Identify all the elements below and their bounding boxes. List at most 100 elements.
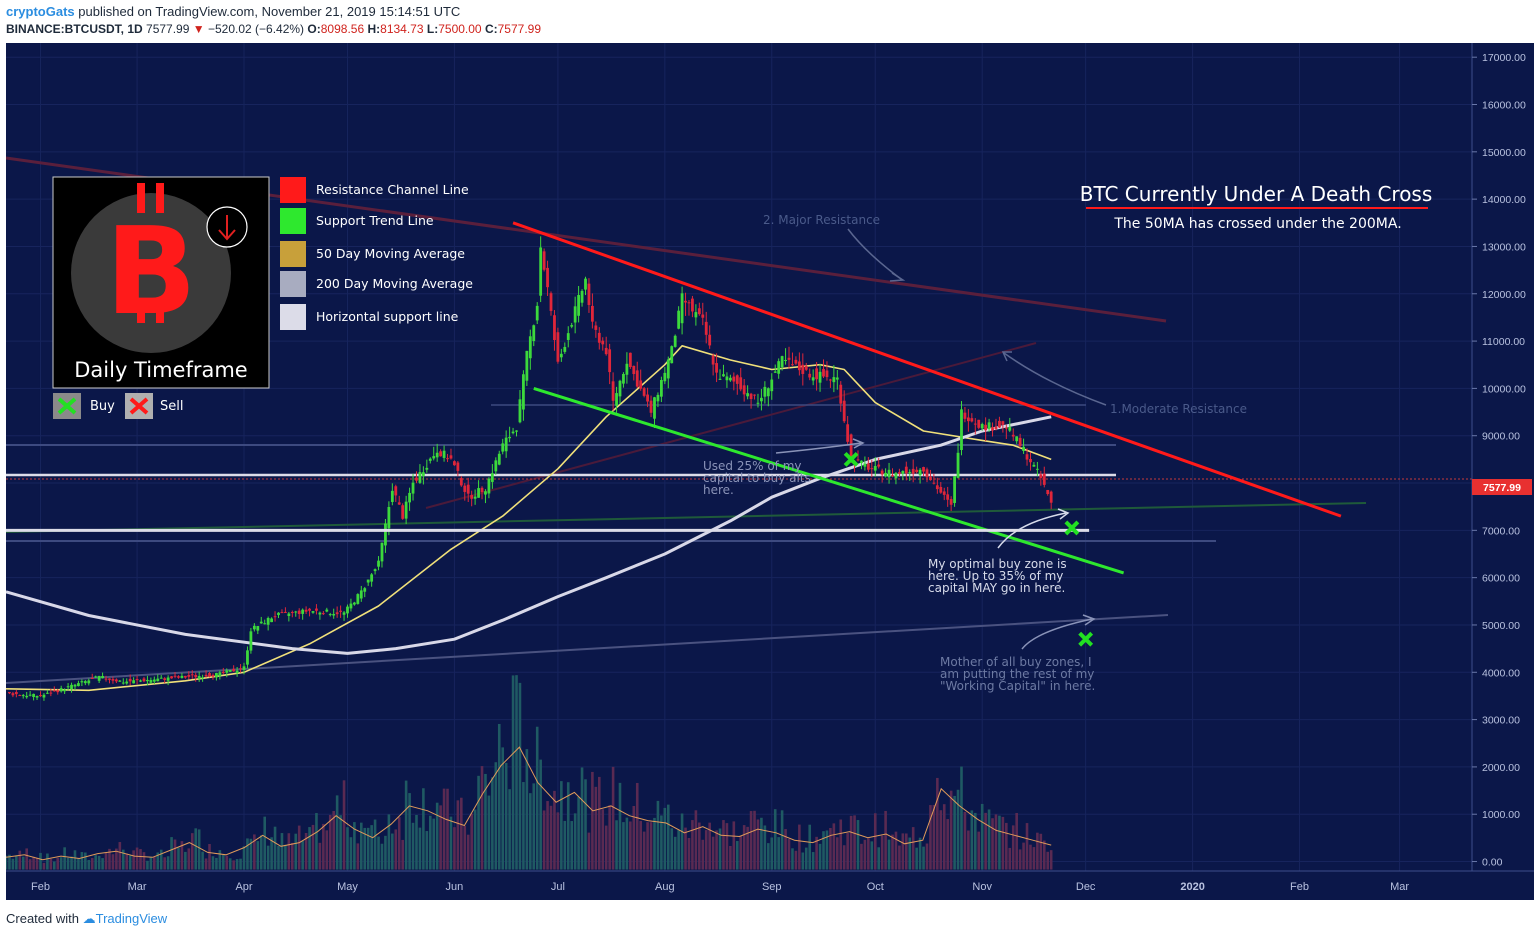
candle-body: [1018, 437, 1022, 446]
candle-body: [825, 370, 829, 378]
candle-body: [970, 418, 974, 422]
candle-body: [325, 609, 329, 612]
volume-bar: [394, 829, 398, 870]
author-link[interactable]: cryptoGats: [6, 4, 75, 19]
volume-bar: [694, 810, 698, 870]
volume-bar: [698, 822, 701, 870]
candle-body: [446, 458, 449, 460]
ohlc-bar: BINANCE:BTCUSDT, 1D 7577.99 ▼ −520.02 (−…: [6, 22, 541, 36]
chart-canvas[interactable]: 0.00 1000.00 2000.00 3000.00 4000.00 5000.00 6…: [6, 43, 1534, 900]
candle-body: [966, 417, 970, 422]
volume-bar: [8, 854, 11, 870]
bitcoin-logo-circle: [71, 193, 231, 353]
candle-body: [846, 424, 850, 442]
mother-zone-note: Mother of all buy zones, I am putting th…: [940, 655, 1095, 693]
candle-body: [908, 472, 912, 474]
volume-bar: [504, 762, 508, 870]
x-tick-label: May: [337, 881, 358, 893]
volume-bar: [253, 834, 256, 870]
volume-bar: [222, 854, 225, 870]
candle-body: [584, 278, 587, 290]
candle-body: [494, 460, 498, 472]
volume-bar: [121, 849, 125, 870]
candle-body: [615, 393, 618, 406]
volume-bar: [142, 852, 146, 870]
volume-bar: [56, 857, 60, 870]
moderate-resistance-arrow: [1003, 352, 1107, 406]
y-tick-label: 4000.00: [1482, 667, 1520, 679]
candle-body: [221, 671, 225, 674]
volume-bar: [397, 817, 401, 870]
volume-bar: [649, 822, 653, 870]
volume-bar: [197, 829, 201, 870]
candle-body: [418, 472, 422, 483]
volume-bar: [215, 857, 218, 870]
optimal-zone-arrow: [997, 512, 1067, 549]
candle-body: [770, 379, 774, 392]
volume-bar: [1032, 847, 1036, 870]
candle-body: [490, 473, 494, 482]
volume-bar: [956, 789, 960, 870]
volume-bar: [484, 773, 487, 870]
candle-body: [611, 381, 615, 401]
candle-body: [822, 368, 825, 377]
candle-body: [666, 359, 670, 379]
candle-body: [877, 464, 881, 467]
moderate-resistance-arrowhead: [1001, 351, 1012, 362]
volume-bar: [718, 828, 722, 870]
volume-bar: [715, 830, 718, 870]
time-axis[interactable]: [6, 871, 1534, 900]
candle-body: [384, 523, 387, 546]
buy-markers: [843, 451, 1094, 647]
volume-bar: [1001, 816, 1005, 870]
candle-body: [587, 283, 591, 305]
candle-body: [377, 560, 380, 567]
volume-bar: [653, 817, 656, 870]
candle-body: [108, 678, 111, 680]
candle-body: [228, 670, 232, 672]
volume-bar: [656, 800, 660, 870]
candle-body: [904, 466, 908, 474]
time-axis-ticks: Feb Mar Apr May Jun Jul Aug Sep Oct Nov Dec 2020 Feb…: [31, 881, 1409, 893]
candle-body: [21, 695, 25, 697]
ma50-line: [6, 344, 1052, 692]
candle-body: [994, 426, 998, 430]
candle-body: [318, 612, 322, 615]
price-axis[interactable]: [1472, 43, 1534, 871]
volume-bar: [732, 821, 736, 870]
candle-body: [442, 450, 446, 458]
candle-body: [1029, 459, 1032, 463]
candle-body: [604, 347, 608, 355]
volume-bar: [611, 766, 615, 870]
candle-body: [635, 370, 639, 387]
candle-body: [718, 378, 722, 380]
candle-body: [73, 684, 77, 687]
legend-swatch: [280, 304, 306, 330]
volume-bar: [763, 825, 767, 870]
volume-bar: [177, 847, 180, 870]
tradingview-link[interactable]: TradingView: [95, 911, 168, 926]
volume-bar: [270, 837, 273, 870]
volume-bar: [263, 816, 267, 870]
candle-body: [18, 695, 22, 697]
volume-bar: [739, 835, 743, 870]
close-value: 7577.99: [497, 22, 542, 36]
volume-bar: [115, 848, 118, 870]
volume-bar: [204, 858, 208, 870]
volume-bar: [660, 815, 663, 870]
volume-bar: [1042, 840, 1046, 870]
candle-body: [1025, 454, 1029, 460]
volume-bars: [6, 675, 1053, 870]
volume-bar: [111, 854, 115, 870]
volume-bar: [891, 834, 894, 870]
support-trend-line: [533, 386, 1125, 575]
volume-bar: [711, 836, 715, 870]
y-tick-label: 0.00: [1482, 857, 1503, 869]
legend-swatch: [280, 271, 306, 297]
volume-bar: [435, 802, 439, 870]
volume-bar: [460, 797, 463, 870]
candle-body: [594, 325, 598, 330]
y-tick-label: 10000.00: [1482, 383, 1526, 395]
volume-bar: [246, 838, 249, 870]
last-price-tag-text: 7577.99: [1483, 482, 1521, 494]
